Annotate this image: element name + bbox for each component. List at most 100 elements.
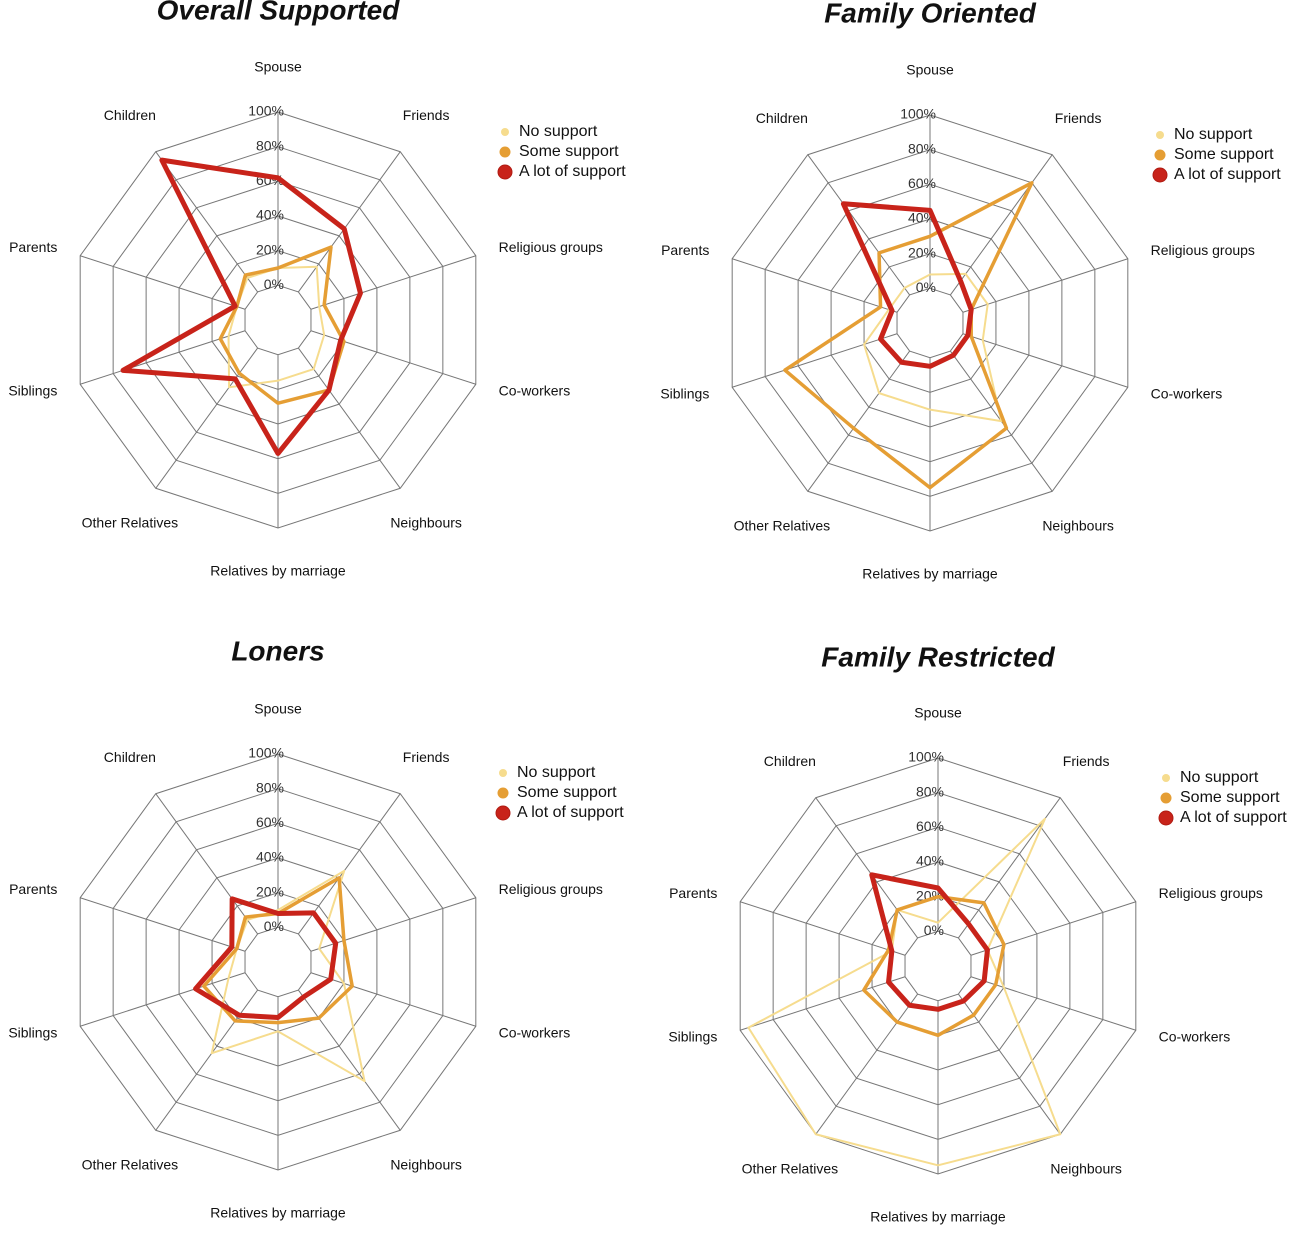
grid-spoke	[740, 976, 906, 1031]
y-tick-label: 0%	[924, 922, 944, 938]
axis-label: Religious groups	[499, 239, 603, 255]
y-tick-label: 80%	[908, 140, 936, 156]
grid-spoke	[310, 972, 476, 1027]
series-line	[193, 896, 339, 1020]
axis-label: Other Relatives	[734, 518, 830, 534]
y-tick-label: 20%	[256, 883, 284, 899]
grid-spoke	[297, 347, 401, 489]
axis-label: Other Relatives	[82, 515, 178, 531]
grid-spoke	[80, 972, 246, 1027]
axis-label: Spouse	[906, 62, 954, 78]
radar-chart: Family Oriented0%20%40%60%80%100%SpouseF…	[660, 0, 1281, 582]
legend-marker	[1162, 774, 1170, 782]
grid-spoke	[962, 333, 1128, 388]
grid-spoke	[80, 330, 246, 385]
grid-ring	[244, 926, 312, 998]
grid-spoke	[949, 154, 1053, 296]
y-tick-label: 100%	[248, 745, 284, 761]
y-tick-label: 0%	[264, 276, 284, 292]
series-line	[869, 872, 990, 1012]
axis-label: Parents	[661, 242, 709, 258]
axis-label: Other Relatives	[742, 1161, 838, 1177]
series-line	[218, 245, 346, 405]
legend-marker	[501, 128, 509, 136]
y-tick-label: 80%	[916, 783, 944, 799]
grid-spoke	[155, 151, 259, 293]
legend-marker	[497, 787, 509, 799]
grid-spoke	[815, 993, 919, 1135]
grid-spoke	[732, 333, 898, 388]
axis-label: Children	[756, 110, 808, 126]
axis-label: Parents	[9, 881, 57, 897]
grid-spoke	[740, 901, 906, 956]
y-tick-label: 0%	[916, 279, 936, 295]
legend-label: Some support	[517, 784, 617, 801]
axis-label: Friends	[403, 107, 450, 123]
y-tick-label: 20%	[256, 241, 284, 257]
grid-spoke	[310, 255, 476, 310]
y-tick-label: 40%	[256, 207, 284, 223]
axis-label: Relatives by marriage	[210, 563, 346, 579]
radar-chart: Loners 0% 20% 40% 60% 80% 100% Spouse Friends Rel…	[8, 635, 624, 1220]
chart-title: Overall Supported	[157, 0, 401, 25]
grid-ring	[896, 287, 964, 359]
y-tick-label: 100%	[248, 103, 284, 119]
grid-spoke	[80, 897, 246, 952]
axis-label: Children	[764, 753, 816, 769]
series-line	[120, 157, 363, 456]
axis-label: Co-workers	[1151, 385, 1223, 401]
axis-label: Religious groups	[1151, 242, 1255, 258]
legend-marker	[1154, 149, 1166, 161]
axis-label: Friends	[1055, 110, 1102, 126]
legend-label: A lot of support	[1174, 166, 1281, 183]
legend-label: A lot of support	[517, 804, 624, 821]
legend-marker	[1156, 131, 1164, 139]
grid-spoke	[807, 154, 911, 296]
axis-label: Neighbours	[390, 1157, 462, 1173]
grid-spoke	[970, 976, 1136, 1031]
chart-title: Family Restricted	[821, 641, 1055, 672]
series-line	[202, 876, 354, 1025]
grid-spoke	[155, 989, 259, 1131]
y-tick-label: 100%	[900, 106, 936, 122]
radar-chart: Family Restricted 0% 20% 40% 60% 80% 100% Spous…	[668, 641, 1287, 1224]
series-line	[862, 894, 1006, 1038]
axis-label: Co-workers	[1159, 1028, 1231, 1044]
axis-label: Siblings	[8, 382, 57, 398]
axis-label: Co-workers	[499, 382, 571, 398]
radar-chart: Overall Supported0%20%40%60%80%100%Spous…	[8, 0, 626, 579]
axis-label: Co-workers	[499, 1024, 571, 1040]
grid-spoke	[297, 151, 401, 293]
grid-spoke	[297, 989, 401, 1131]
y-tick-label: 40%	[256, 849, 284, 865]
axis-label: Relatives by marriage	[870, 1209, 1006, 1225]
legend-marker	[1160, 792, 1172, 804]
axis-label: Spouse	[254, 701, 302, 717]
grid-ring	[244, 284, 312, 356]
legend-marker	[499, 769, 507, 777]
axis-label: Children	[104, 749, 156, 765]
legend-label: A lot of support	[519, 163, 626, 180]
grid-spoke	[962, 258, 1128, 313]
axis-label: Children	[104, 107, 156, 123]
grid-spoke	[732, 258, 898, 313]
legend-marker	[497, 164, 513, 180]
legend-label: Some support	[1174, 146, 1274, 163]
axis-label: Neighbours	[1050, 1161, 1122, 1177]
chart-title: Loners	[231, 635, 324, 666]
legend-label: Some support	[1180, 789, 1280, 806]
axis-label: Neighbours	[390, 515, 462, 531]
y-tick-label: 20%	[908, 244, 936, 260]
legend-marker	[499, 146, 511, 158]
grid-ring	[904, 930, 972, 1002]
axis-label: Siblings	[8, 1024, 57, 1040]
grid-spoke	[155, 793, 259, 935]
axis-label: Siblings	[668, 1028, 717, 1044]
grid-spoke	[815, 797, 919, 939]
legend-marker	[1152, 167, 1168, 183]
legend-marker	[1158, 810, 1174, 826]
axis-label: Relatives by marriage	[862, 566, 998, 582]
grid-spoke	[310, 897, 476, 952]
legend-label: No support	[517, 764, 596, 781]
